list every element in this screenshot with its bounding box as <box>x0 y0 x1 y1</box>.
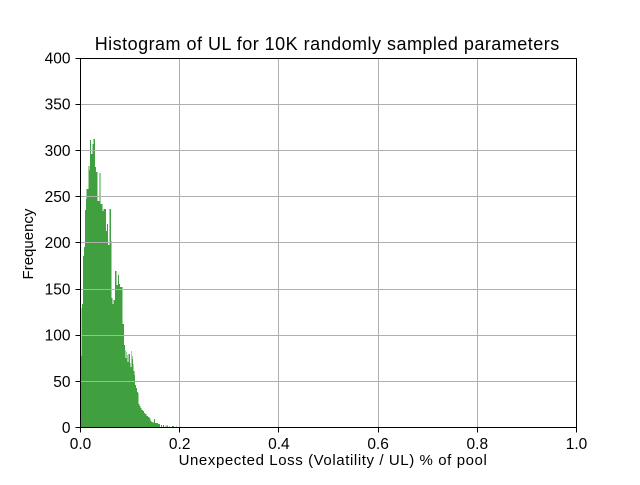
svg-text:Histogram of UL for 10K random: Histogram of UL for 10K randomly sampled… <box>95 34 560 54</box>
svg-text:0.2: 0.2 <box>169 436 191 453</box>
svg-text:100: 100 <box>45 328 71 345</box>
svg-text:0.6: 0.6 <box>367 436 389 453</box>
svg-text:1.0: 1.0 <box>566 436 588 453</box>
svg-text:250: 250 <box>45 189 71 206</box>
svg-text:0.0: 0.0 <box>70 436 92 453</box>
svg-text:400: 400 <box>45 50 71 67</box>
svg-text:Unexpected Loss (Volatility /: Unexpected Loss (Volatility / UL) % of p… <box>179 452 488 469</box>
svg-text:50: 50 <box>53 374 71 391</box>
svg-text:350: 350 <box>45 97 71 114</box>
svg-text:150: 150 <box>45 281 71 298</box>
svg-text:0: 0 <box>62 420 71 437</box>
svg-text:0.4: 0.4 <box>268 436 290 453</box>
svg-text:200: 200 <box>45 235 71 252</box>
svg-text:Frequency: Frequency <box>20 208 37 279</box>
svg-text:0.8: 0.8 <box>467 436 489 453</box>
svg-text:300: 300 <box>45 143 71 160</box>
